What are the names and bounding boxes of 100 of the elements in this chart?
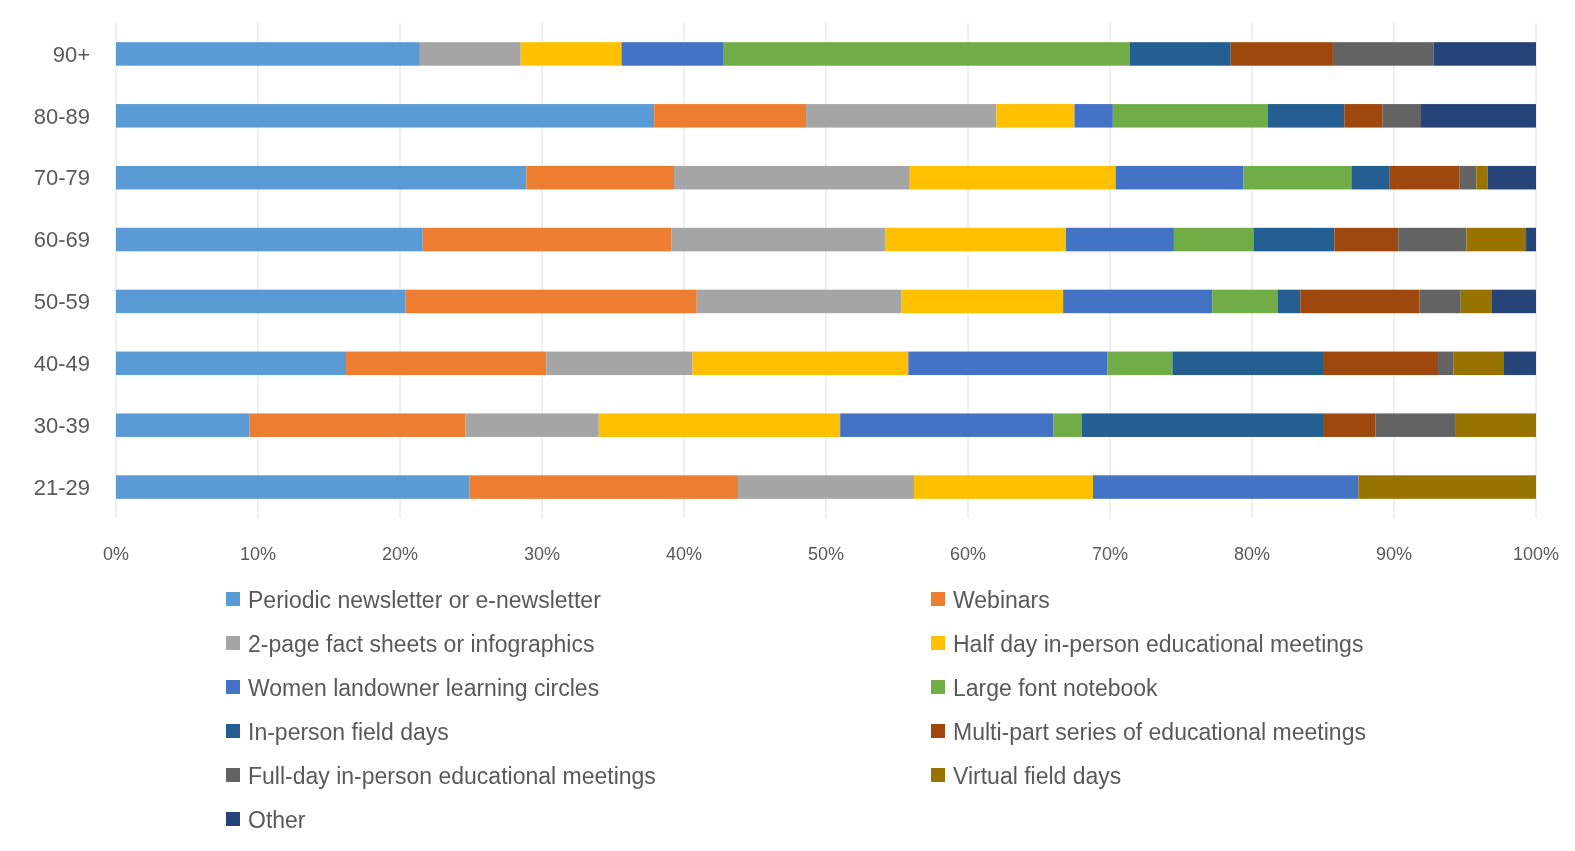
- bar: [116, 413, 250, 437]
- y-tick-label: 50-59: [33, 289, 90, 315]
- bar: [621, 42, 724, 66]
- x-tick-label: 0%: [102, 544, 130, 564]
- legend-label: Multi-part series of educational meetings: [953, 719, 1366, 746]
- bar: [249, 413, 466, 437]
- legend-label: Half day in-person educational meetings: [953, 631, 1364, 658]
- bar: [1115, 165, 1244, 190]
- legend-label: 2-page fact sheets or infographics: [248, 631, 595, 658]
- bar: [909, 165, 1116, 190]
- bar: [1351, 165, 1390, 190]
- bar: [1389, 165, 1460, 190]
- x-tick-label: 100%: [1512, 544, 1560, 564]
- bar: [1344, 104, 1383, 128]
- bar: [1526, 227, 1536, 252]
- bar: [116, 42, 420, 66]
- bar: [1491, 289, 1536, 314]
- bar: [116, 475, 470, 499]
- bar: [1074, 104, 1113, 128]
- bar: [1358, 475, 1536, 499]
- bar: [116, 351, 347, 376]
- bar: [901, 289, 1064, 314]
- y-tick-label: 21-29: [33, 474, 90, 500]
- bar: [116, 104, 655, 128]
- bar: [1267, 104, 1345, 128]
- bar: [116, 289, 406, 314]
- x-tick-label: 80%: [1233, 544, 1271, 564]
- bar: [546, 351, 693, 376]
- legend-label: Webinars: [953, 587, 1050, 614]
- bar: [520, 42, 622, 66]
- bar: [1253, 227, 1335, 252]
- bar: [1487, 165, 1536, 190]
- y-tick-label: 90+: [52, 41, 90, 67]
- bar: [419, 42, 521, 66]
- bar: [1503, 351, 1536, 376]
- bar: [1243, 165, 1352, 190]
- y-tick-label: 80-89: [33, 103, 90, 129]
- bar: [996, 104, 1075, 128]
- bar: [1375, 413, 1456, 437]
- y-tick-label: 40-49: [33, 351, 90, 377]
- bar: [1053, 413, 1082, 437]
- x-tick-label: 50%: [807, 544, 845, 564]
- bar: [1419, 289, 1461, 314]
- bar: [1107, 351, 1173, 376]
- y-tick-label: 30-39: [33, 412, 90, 438]
- bar: [723, 42, 1130, 66]
- bar: [840, 413, 1054, 437]
- bar: [737, 475, 915, 499]
- x-tick-label: 30%: [523, 544, 561, 564]
- bar: [692, 351, 909, 376]
- bar: [1433, 42, 1536, 66]
- bar: [526, 165, 675, 190]
- bar: [654, 104, 807, 128]
- bar: [1476, 165, 1488, 190]
- bar: [116, 227, 423, 252]
- bar: [1332, 42, 1434, 66]
- bar: [1081, 413, 1323, 437]
- legend-label: Large font notebook: [953, 675, 1159, 702]
- bar: [1438, 351, 1454, 376]
- bar: [1398, 227, 1467, 252]
- bar: [1230, 42, 1333, 66]
- legend-label: Virtual field days: [953, 763, 1122, 790]
- bar: [885, 227, 1066, 252]
- x-tick-label: 10%: [239, 544, 277, 564]
- bar: [1112, 104, 1268, 128]
- bar: [1092, 475, 1359, 499]
- bar: [1460, 289, 1492, 314]
- bar: [469, 475, 738, 499]
- bar: [1173, 227, 1254, 252]
- bar: [1323, 413, 1376, 437]
- bar: [1466, 227, 1527, 252]
- bar: [1212, 289, 1278, 314]
- bar: [1172, 351, 1323, 376]
- bar: [1382, 104, 1421, 128]
- bar: [671, 227, 886, 252]
- x-tick-label: 90%: [1375, 544, 1413, 564]
- legend-label: Other: [248, 807, 306, 834]
- bar: [598, 413, 841, 437]
- bar: [674, 165, 910, 190]
- bar: [422, 227, 672, 252]
- y-tick-label: 60-69: [33, 227, 90, 253]
- bar: [405, 289, 697, 314]
- bar: [1129, 42, 1231, 66]
- y-tick-label: 70-79: [33, 165, 90, 191]
- bar: [1334, 227, 1399, 252]
- bar: [346, 351, 547, 376]
- x-tick-label: 60%: [949, 544, 987, 564]
- legend-label: Women landowner learning circles: [248, 675, 600, 702]
- bar: [1420, 104, 1536, 128]
- bar: [1323, 351, 1439, 376]
- bar: [1277, 289, 1301, 314]
- bar: [908, 351, 1108, 376]
- x-tick-label: 20%: [381, 544, 419, 564]
- bar: [1063, 289, 1213, 314]
- x-tick-label: 40%: [665, 544, 703, 564]
- legend-label: Periodic newsletter or e-newsletter: [248, 587, 602, 614]
- bar: [696, 289, 902, 314]
- bar: [1453, 351, 1504, 376]
- bar: [1065, 227, 1174, 252]
- bar: [116, 165, 527, 190]
